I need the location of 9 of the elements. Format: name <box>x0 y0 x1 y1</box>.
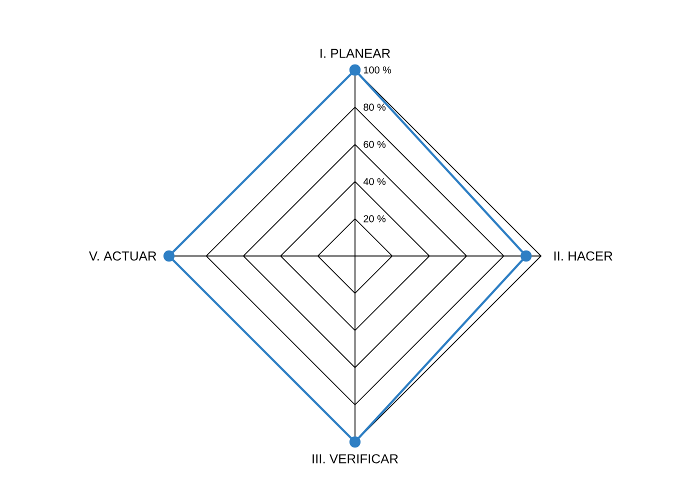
y-tick-label: 60 % <box>364 140 386 148</box>
y-tick-label: 80 % <box>364 104 386 111</box>
y-tick-label: 20 % <box>364 215 386 222</box>
y-tick-label: 100 % <box>364 66 392 74</box>
spoke-label: III. VERIFICAR <box>312 454 398 464</box>
y-tick-label: 40 % <box>363 178 386 186</box>
spoke-label: II. HACER <box>554 251 612 261</box>
spoke-label: I. PLANEAR <box>320 48 390 58</box>
spoke-label: V. ACTUAR <box>88 251 156 261</box>
